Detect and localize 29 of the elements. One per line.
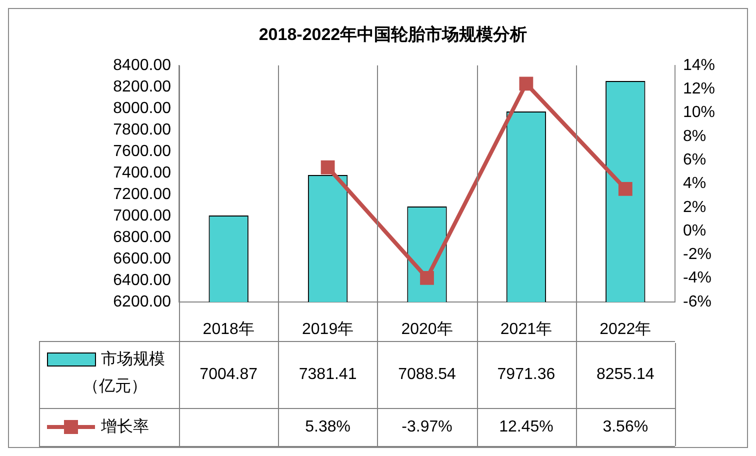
chart-title: 2018-2022年中国轮胎市场规模分析: [258, 24, 528, 44]
x-tick-label: 2020年: [401, 321, 453, 338]
y-tick-label: 6200.00: [113, 293, 172, 310]
y-tick-label: 7800.00: [113, 121, 172, 138]
y-tick-label: 6400.00: [113, 272, 172, 289]
y2-tick-label: 8%: [683, 128, 706, 145]
y2-tick-label: 12%: [683, 80, 716, 98]
y2-tick-label: -4%: [683, 270, 712, 287]
y-tick-label: 8000.00: [113, 100, 172, 117]
y-tick-label: 8200.00: [113, 78, 172, 96]
y-tick-label: 7000.00: [113, 207, 172, 224]
y-tick-label: 7200.00: [113, 186, 172, 203]
y-tick-label: 7600.00: [113, 142, 172, 160]
y-tick-label: 6600.00: [113, 250, 172, 268]
y2-tick-label: -2%: [683, 246, 712, 264]
y-tick-label: 8400.00: [113, 56, 172, 74]
y2-tick-label: 10%: [683, 104, 716, 122]
x-tick-label: 2018年: [202, 321, 254, 338]
y2-tick-label: 2%: [683, 198, 706, 216]
y2-tick-label: 0%: [683, 222, 706, 240]
x-tick-label: 2021年: [500, 321, 552, 338]
y2-tick-label: 4%: [683, 175, 706, 192]
x-tick-label: 2022年: [600, 321, 652, 338]
y-tick-label: 6800.00: [113, 228, 172, 246]
y-tick-label: 7400.00: [113, 164, 172, 182]
x-tick-label: 2019年: [302, 321, 354, 338]
y2-tick-label: 14%: [683, 56, 716, 74]
y2-tick-label: -6%: [683, 293, 712, 310]
y2-tick-label: 6%: [683, 151, 706, 168]
